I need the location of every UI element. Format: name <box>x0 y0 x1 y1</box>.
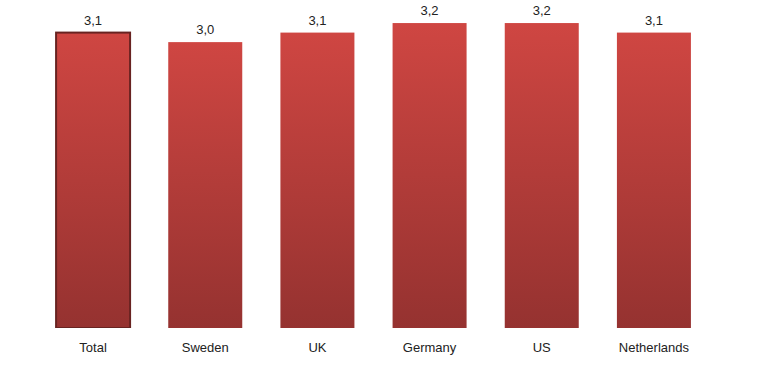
x-tick-label: Total <box>79 340 107 355</box>
x-tick-label: US <box>533 340 551 355</box>
bar <box>617 33 691 328</box>
bar <box>393 23 467 328</box>
labels: 3,1 Total 3,0 Sweden 3,1 UK 3,2 Germany 3,2 US 3,1… <box>79 3 689 355</box>
bar <box>280 33 354 328</box>
data-label: 3,0 <box>196 22 214 37</box>
bars <box>56 23 691 328</box>
bar <box>505 23 579 328</box>
data-label: 3,1 <box>308 13 326 28</box>
bar <box>168 42 242 328</box>
data-label: 3,1 <box>645 13 663 28</box>
data-label: 3,2 <box>421 3 439 18</box>
x-tick-label: UK <box>308 340 326 355</box>
chart-container: 3,1 Total 3,0 Sweden 3,1 UK 3,2 Germany 3,2 US 3,1… <box>0 0 758 380</box>
x-tick-label: Sweden <box>182 340 229 355</box>
x-tick-label: Germany <box>403 340 457 355</box>
data-label: 3,1 <box>84 13 102 28</box>
chart-svg: 3,1 Total 3,0 Sweden 3,1 UK 3,2 Germany 3,2 US 3,1… <box>0 0 758 380</box>
x-tick-label: Netherlands <box>619 340 690 355</box>
bar <box>56 33 130 328</box>
data-label: 3,2 <box>533 3 551 18</box>
